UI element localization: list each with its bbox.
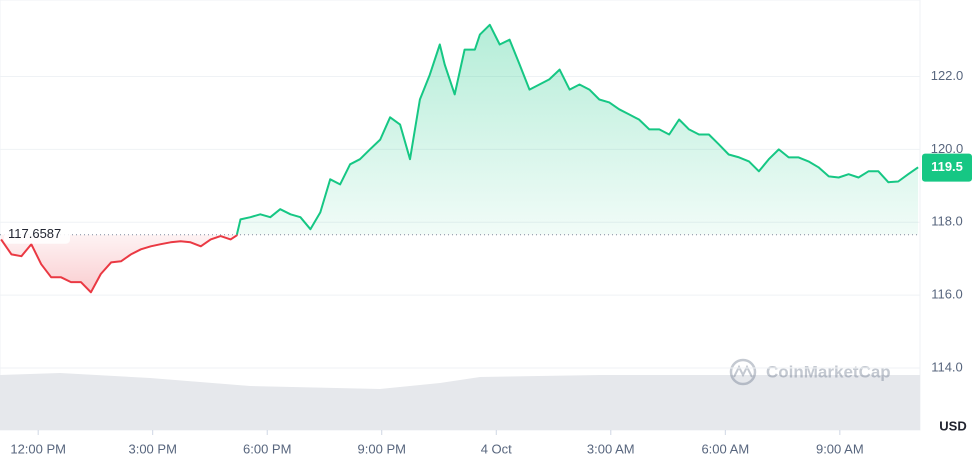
area (1, 24, 919, 293)
y-tick-label: 122.0 (931, 68, 964, 83)
x-tick-label: 6:00 PM (243, 441, 291, 456)
x-tick-label: 12:00 PM (10, 441, 66, 456)
watermark-text: CoinMarketCap (766, 362, 891, 381)
x-tick-label: 4 Oct (481, 441, 512, 456)
x-tick-label: 9:00 AM (816, 441, 864, 456)
price-line (0, 23, 919, 294)
volume-area (0, 373, 920, 430)
y-tick-label: 114.0 (931, 359, 963, 374)
x-tick-label: 3:00 AM (587, 441, 635, 456)
baseline-label: 117.6587 (8, 226, 61, 241)
y-tick-label: 116.0 (931, 287, 963, 302)
x-tick-label: 6:00 AM (701, 441, 749, 456)
current-price-badge (922, 153, 972, 182)
y-tick-label: 120.0 (931, 141, 964, 156)
baseline-label-box (4, 223, 70, 244)
y-tick-label: 118.0 (931, 214, 963, 229)
x-tick-label: 9:00 PM (358, 441, 406, 456)
currency-label: USD (939, 418, 966, 433)
x-tick-label: 3:00 PM (128, 441, 176, 456)
current-price-label: 119.5 (931, 159, 963, 174)
watermark: CoinMarketCap (729, 358, 891, 386)
